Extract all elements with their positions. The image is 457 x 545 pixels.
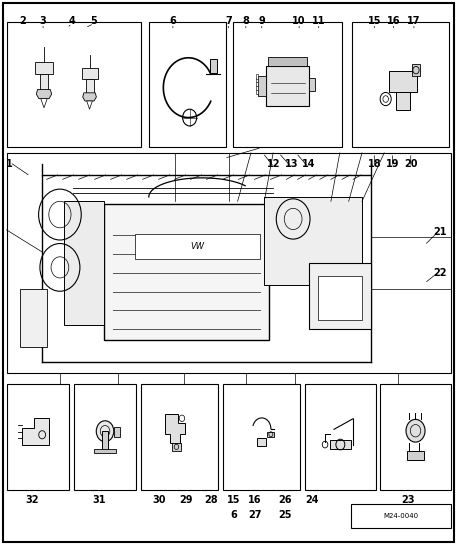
Text: 8: 8: [242, 16, 249, 26]
Bar: [256, 90, 258, 94]
Bar: [94, 449, 116, 453]
Text: 17: 17: [407, 16, 421, 26]
Text: 29: 29: [179, 495, 192, 505]
Text: 15: 15: [367, 16, 381, 26]
Text: 14: 14: [302, 159, 315, 169]
Text: 28: 28: [204, 495, 218, 505]
Text: 3: 3: [40, 16, 47, 26]
Bar: [85, 79, 94, 93]
Text: 11: 11: [312, 16, 325, 26]
Text: 26: 26: [279, 495, 292, 505]
Text: 15: 15: [227, 495, 240, 505]
Bar: [330, 440, 351, 449]
Text: M24-0040: M24-0040: [383, 513, 418, 519]
Text: 6: 6: [230, 510, 237, 520]
Bar: [6, 153, 451, 373]
Bar: [64, 201, 104, 325]
Bar: [267, 432, 274, 437]
Bar: [412, 64, 420, 76]
Text: 21: 21: [434, 227, 447, 237]
Text: 6: 6: [170, 16, 176, 26]
Bar: [149, 22, 226, 148]
Bar: [257, 438, 266, 446]
Text: 27: 27: [248, 510, 262, 520]
Bar: [407, 451, 424, 459]
Bar: [258, 76, 266, 96]
Polygon shape: [36, 89, 52, 99]
Polygon shape: [83, 93, 96, 101]
Polygon shape: [41, 99, 47, 108]
Bar: [20, 289, 47, 347]
Bar: [114, 427, 120, 437]
Text: 32: 32: [26, 495, 39, 505]
Bar: [6, 22, 141, 148]
Polygon shape: [21, 419, 49, 445]
Text: 16: 16: [387, 16, 400, 26]
Bar: [81, 68, 97, 79]
Text: 12: 12: [267, 159, 281, 169]
Bar: [318, 276, 362, 320]
Bar: [256, 86, 258, 90]
Bar: [171, 443, 181, 451]
Bar: [39, 74, 48, 89]
Bar: [102, 431, 108, 450]
Text: 25: 25: [279, 510, 292, 520]
Bar: [141, 384, 218, 490]
Bar: [210, 59, 217, 72]
Text: 20: 20: [404, 159, 418, 169]
Bar: [264, 197, 362, 285]
Circle shape: [96, 421, 114, 441]
Bar: [6, 384, 69, 490]
Text: 24: 24: [305, 495, 319, 505]
Text: 22: 22: [434, 268, 447, 277]
Text: VW: VW: [191, 242, 205, 251]
Text: 2: 2: [19, 16, 26, 26]
Bar: [256, 78, 258, 82]
Text: 1: 1: [6, 159, 13, 169]
Text: 10: 10: [292, 16, 306, 26]
Bar: [380, 384, 451, 490]
Text: 19: 19: [386, 159, 399, 169]
Text: 30: 30: [153, 495, 166, 505]
Bar: [104, 203, 269, 340]
Bar: [35, 62, 53, 74]
Circle shape: [406, 420, 425, 442]
Bar: [135, 234, 260, 258]
Bar: [389, 71, 417, 92]
Text: 31: 31: [92, 495, 106, 505]
Text: 9: 9: [258, 16, 265, 26]
Text: 16: 16: [248, 495, 262, 505]
Bar: [233, 22, 342, 148]
Bar: [396, 92, 410, 111]
Bar: [256, 74, 258, 78]
Text: 4: 4: [69, 16, 75, 26]
Bar: [309, 78, 315, 92]
Text: 18: 18: [367, 159, 381, 169]
Text: 13: 13: [285, 159, 298, 169]
Bar: [308, 263, 371, 329]
Bar: [256, 82, 258, 86]
Text: 7: 7: [225, 16, 232, 26]
Bar: [266, 66, 309, 106]
Bar: [223, 384, 301, 490]
Polygon shape: [87, 101, 92, 109]
Bar: [74, 384, 137, 490]
Text: 23: 23: [402, 495, 415, 505]
Bar: [351, 504, 451, 528]
Bar: [305, 384, 376, 490]
Text: 5: 5: [91, 16, 97, 26]
Bar: [268, 57, 307, 66]
Polygon shape: [165, 414, 185, 443]
Bar: [351, 22, 450, 148]
